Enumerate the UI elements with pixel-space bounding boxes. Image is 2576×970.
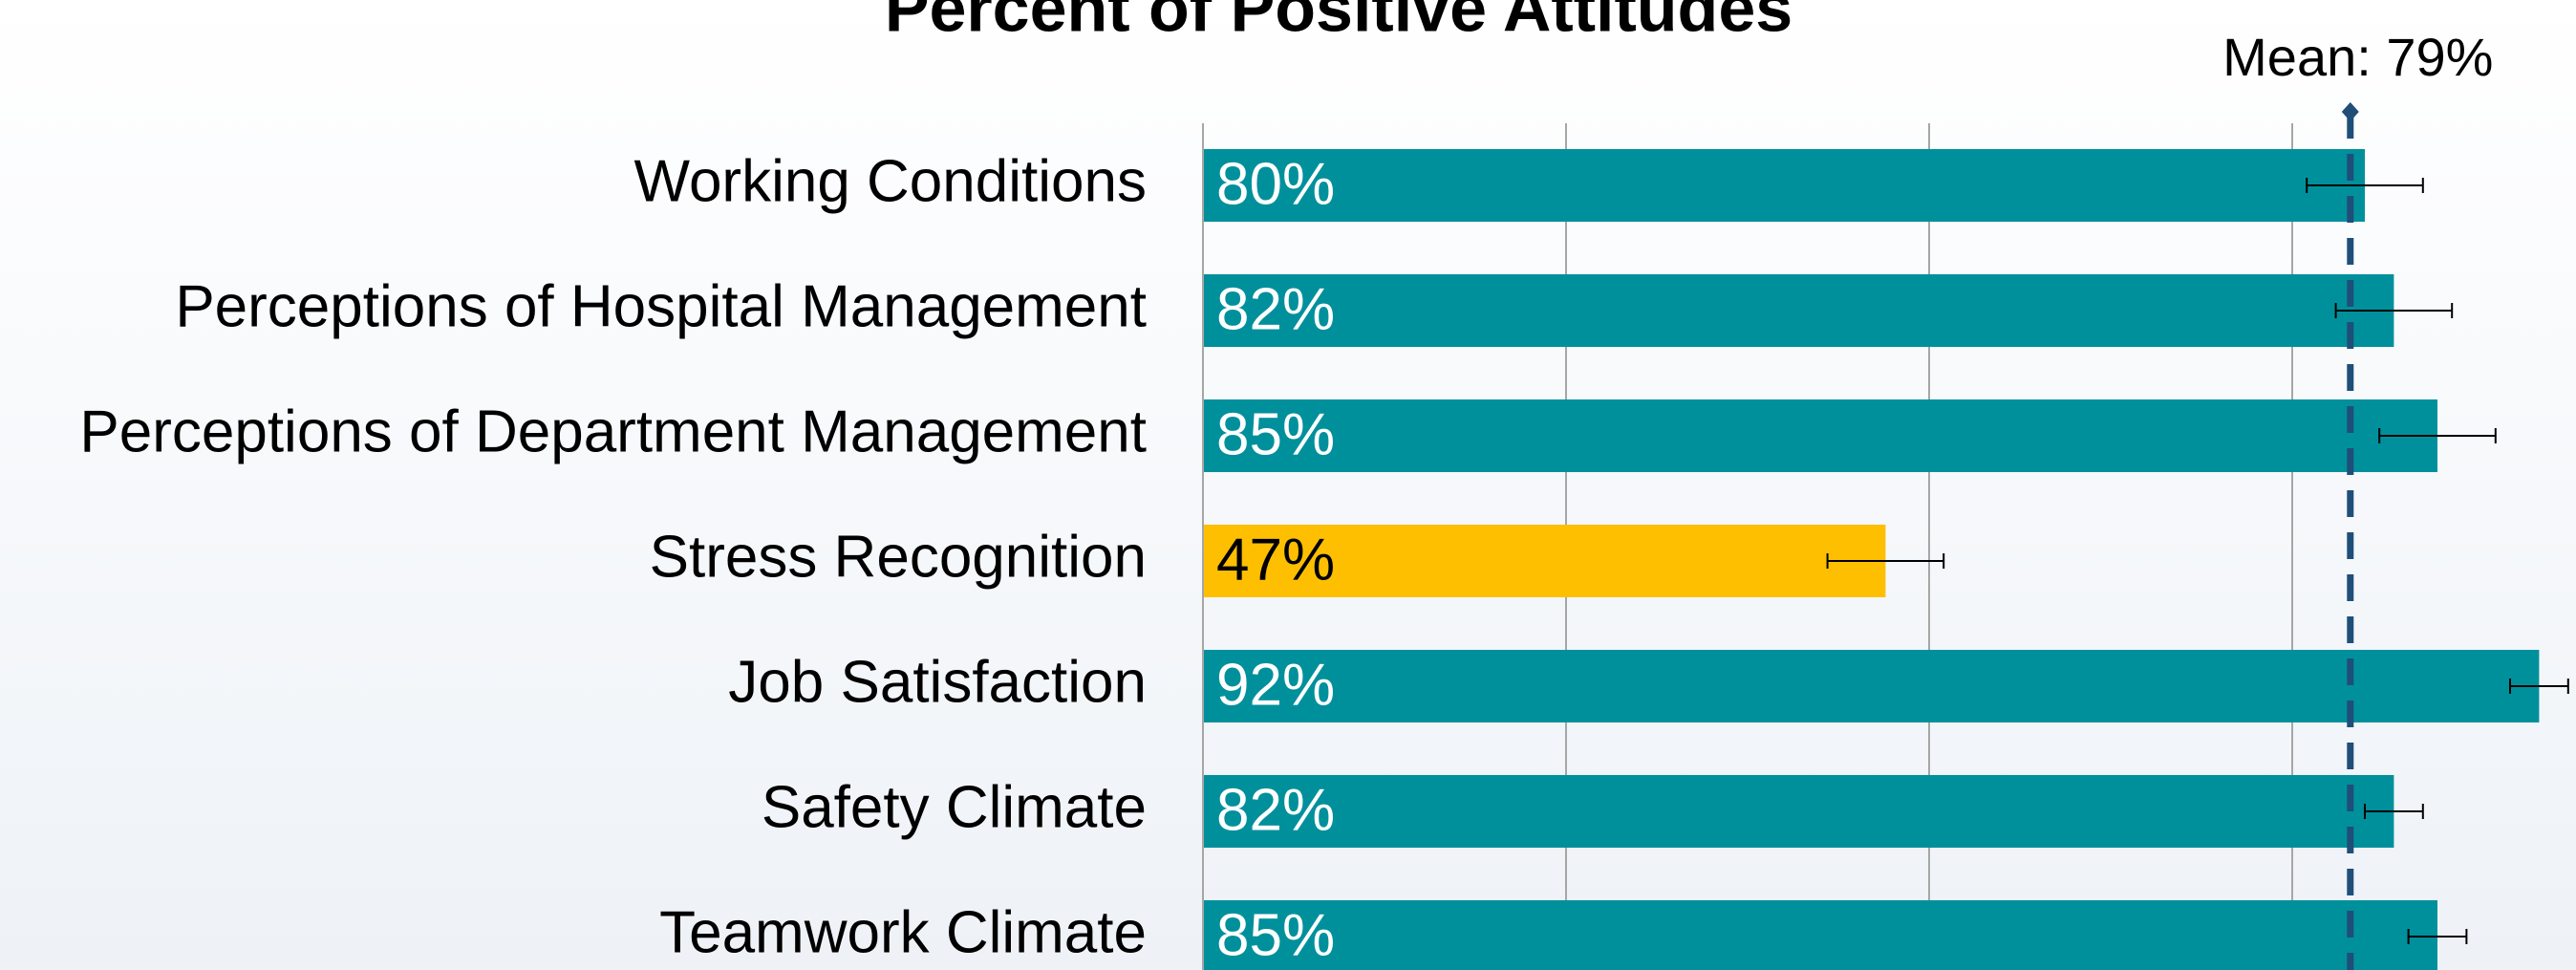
bar (1203, 900, 2437, 970)
category-label: Job Satisfaction (728, 649, 1147, 715)
error-bar (2306, 178, 2424, 193)
value-label: 82% (1216, 777, 1335, 843)
bar (1203, 399, 2437, 472)
bar (1203, 775, 2394, 848)
mean-marker (2341, 102, 2359, 121)
bar (1203, 149, 2365, 222)
category-label: Perceptions of Hospital Management (175, 273, 1147, 339)
error-bar (1826, 553, 1945, 569)
bar (1203, 525, 1886, 597)
category-label: Working Conditions (634, 148, 1147, 214)
error-bar (2378, 428, 2497, 443)
category-label: Safety Climate (762, 774, 1147, 840)
value-label: 82% (1216, 276, 1335, 342)
error-bar (2364, 804, 2424, 819)
category-label: Perceptions of Department Management (79, 399, 1147, 464)
category-label: Teamwork Climate (659, 899, 1147, 965)
value-label: 85% (1216, 401, 1335, 467)
error-bar (2407, 929, 2468, 944)
value-label: 80% (1216, 151, 1335, 217)
error-bar (2509, 679, 2569, 694)
bar (1203, 650, 2540, 722)
chart-title: Percent of Positive Attitudes (885, 0, 1792, 45)
error-bar (2334, 303, 2454, 318)
value-label: 85% (1216, 902, 1335, 968)
value-label: 92% (1216, 652, 1335, 718)
value-label: 47% (1216, 527, 1335, 593)
mean-label: Mean: 79% (2222, 27, 2493, 87)
category-label: Stress Recognition (650, 524, 1147, 590)
bar (1203, 274, 2394, 347)
